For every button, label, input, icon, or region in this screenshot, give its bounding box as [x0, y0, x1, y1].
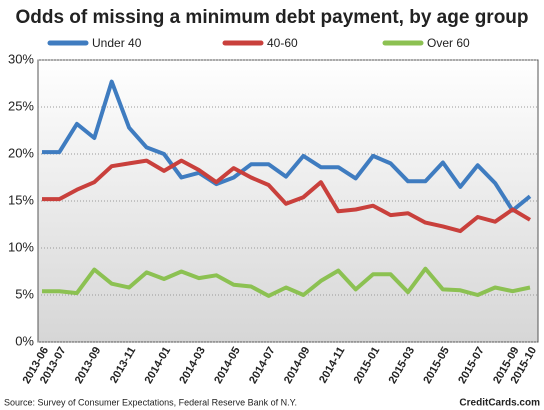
x-tick-label: 2015-07: [456, 345, 487, 386]
x-tick-label: 2014-05: [212, 345, 243, 386]
y-tick-label: 30%: [8, 51, 34, 66]
credit: CreditCards.com: [459, 398, 540, 409]
x-tick-label: 2014-11: [317, 345, 347, 385]
x-tick-label: 2014-09: [282, 345, 313, 386]
y-tick-label: 10%: [8, 239, 34, 254]
x-tick-label: 2013-11: [108, 345, 138, 385]
y-tick-label: 15%: [8, 192, 34, 207]
legend-label: 40-60: [267, 36, 298, 50]
series-line: [42, 158, 532, 234]
x-tick-label: 2014-03: [177, 345, 208, 386]
y-tick-label: 5%: [15, 286, 34, 301]
x-tick-label: 2014-07: [247, 345, 278, 386]
x-tick-label: 2013-09: [73, 345, 104, 386]
source: Source: Survey of Consumer Expectations,…: [4, 397, 297, 407]
y-tick-label: 20%: [8, 145, 34, 160]
legend-label: Over 60: [427, 36, 470, 50]
legend-label: Under 40: [92, 36, 142, 50]
y-tick-label: 0%: [15, 333, 34, 348]
y-tick-label: 25%: [8, 98, 34, 113]
chart-title: Odds of missing a minimum debt payment, …: [15, 7, 528, 28]
x-tick-label: 2015-01: [352, 345, 383, 386]
x-tick-label: 2014-01: [143, 345, 174, 386]
x-tick-label: 2015-05: [421, 345, 452, 386]
series-line: [42, 266, 531, 298]
x-tick-label: 2015-03: [387, 345, 418, 386]
series-line: [42, 79, 532, 213]
